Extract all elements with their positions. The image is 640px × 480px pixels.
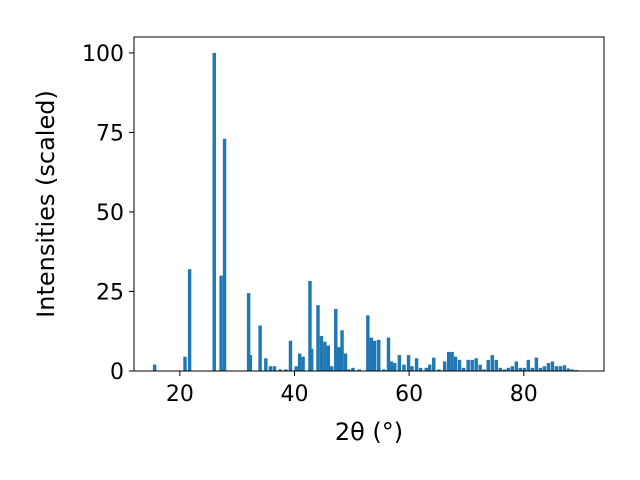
x-tick-label: 80 xyxy=(510,382,538,407)
bar xyxy=(482,369,486,371)
bar xyxy=(323,341,327,371)
bar xyxy=(308,280,312,371)
y-tick-label: 75 xyxy=(96,121,124,146)
bar xyxy=(522,367,527,371)
bar xyxy=(319,336,324,371)
bar xyxy=(466,359,470,371)
bar xyxy=(502,369,506,371)
bar xyxy=(369,337,374,371)
bar xyxy=(187,269,192,371)
bar xyxy=(382,369,386,371)
bar xyxy=(373,340,377,371)
bar xyxy=(258,325,262,371)
bar xyxy=(347,369,351,371)
bar xyxy=(284,369,288,371)
bar xyxy=(272,366,277,371)
bar xyxy=(366,315,370,371)
bar xyxy=(514,361,519,371)
bar xyxy=(494,359,498,371)
bar xyxy=(453,356,458,371)
plot-frame xyxy=(133,36,605,372)
bar xyxy=(446,351,451,371)
x-tick-label: 60 xyxy=(395,382,423,407)
bar xyxy=(558,366,563,371)
bar xyxy=(424,367,429,371)
bar xyxy=(474,358,478,371)
x-tick-label: 40 xyxy=(280,382,308,407)
bar xyxy=(410,366,414,371)
bar xyxy=(530,367,535,371)
y-tick-label: 0 xyxy=(110,360,124,385)
bar xyxy=(428,364,432,371)
bar xyxy=(486,359,490,371)
bar xyxy=(351,367,355,371)
bar xyxy=(386,337,391,371)
bar xyxy=(542,366,547,371)
bar xyxy=(334,308,338,371)
bar xyxy=(506,367,510,371)
bar xyxy=(337,347,341,371)
bar xyxy=(570,369,575,371)
bar xyxy=(183,356,187,371)
bar xyxy=(301,356,305,371)
bar xyxy=(457,359,462,371)
bar xyxy=(222,138,227,371)
bar xyxy=(550,361,555,371)
bar xyxy=(212,52,216,372)
y-tick-label: 100 xyxy=(82,42,124,67)
bar xyxy=(343,353,348,371)
bar xyxy=(406,355,411,371)
x-tick-label: 20 xyxy=(166,382,194,407)
bar xyxy=(316,305,320,371)
bar xyxy=(377,339,381,371)
bar xyxy=(297,353,302,371)
bar xyxy=(393,363,397,371)
bar xyxy=(510,366,515,371)
ticks-group: 20 40 60 80 0 25 50 75 100 xyxy=(82,42,538,407)
bar xyxy=(294,366,298,371)
bar xyxy=(418,367,423,371)
bar xyxy=(357,369,361,371)
bar xyxy=(340,330,344,371)
bar xyxy=(450,351,454,371)
bar xyxy=(326,345,331,371)
bar xyxy=(330,366,334,371)
y-tick-label: 50 xyxy=(96,201,124,226)
bars-group xyxy=(152,52,579,372)
y-tick-label: 25 xyxy=(96,280,124,305)
bar xyxy=(219,275,223,371)
bar xyxy=(554,366,559,371)
bar xyxy=(248,355,253,371)
bar xyxy=(437,369,441,371)
bar xyxy=(246,293,251,371)
bar xyxy=(432,357,436,371)
bar xyxy=(414,358,419,371)
y-axis-label: Intensities (scaled) xyxy=(32,90,60,318)
bar xyxy=(546,363,551,371)
bar xyxy=(389,361,394,371)
bar xyxy=(442,361,447,371)
bar xyxy=(278,369,282,371)
x-axis-label: 2θ (°) xyxy=(335,418,403,446)
bar xyxy=(526,359,531,371)
bar xyxy=(152,364,157,371)
bar xyxy=(309,348,314,371)
bar xyxy=(478,364,482,371)
bar xyxy=(490,355,494,371)
bar xyxy=(498,367,502,371)
bar xyxy=(268,366,273,371)
bar xyxy=(288,340,293,371)
bar xyxy=(534,357,539,371)
bar xyxy=(397,355,402,371)
bar xyxy=(518,367,523,371)
bar xyxy=(264,358,268,371)
bar xyxy=(538,367,543,371)
bar xyxy=(402,364,406,371)
bar xyxy=(566,368,571,371)
bar xyxy=(470,359,474,371)
bar xyxy=(461,367,466,371)
bar xyxy=(562,365,567,371)
